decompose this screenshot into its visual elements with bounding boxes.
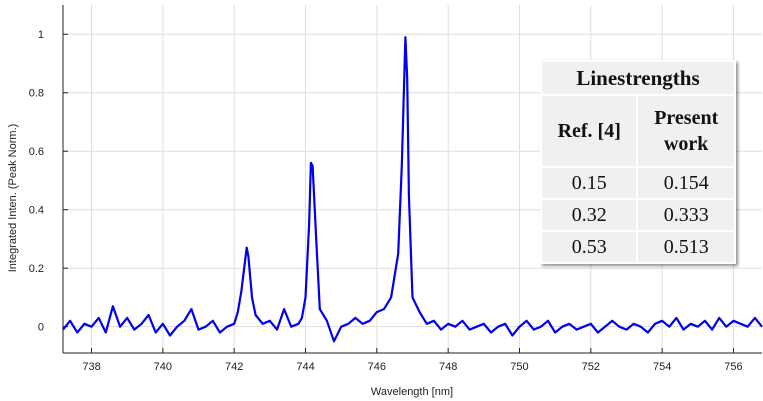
x-axis-label: Wavelength [nm] <box>371 386 453 398</box>
x-tick-label: 748 <box>439 361 457 373</box>
x-tick-label: 744 <box>296 361 314 373</box>
series-line <box>62 36 763 343</box>
y-tick-label: 1 <box>38 29 44 41</box>
y-tick-label: 0.4 <box>29 205 44 217</box>
table-cell: 0.32 <box>542 200 637 230</box>
table-header-present: Present work <box>638 96 734 166</box>
table-header-ref: Ref. [4] <box>542 96 637 166</box>
x-tick-label: 738 <box>82 361 100 373</box>
table-row: 0.53 0.513 <box>542 232 734 262</box>
table-cell: 0.15 <box>542 168 637 198</box>
y-tick-label: 0.2 <box>29 263 44 275</box>
table-header-present-line2: work <box>663 133 709 155</box>
table-cell: 0.154 <box>638 168 734 198</box>
x-tick-label: 750 <box>510 361 528 373</box>
table-cell: 0.513 <box>638 232 734 262</box>
table-row: 0.15 0.154 <box>542 168 734 198</box>
linestrengths-grid: Linestrengths Ref. [4] Present work 0.15… <box>540 60 736 264</box>
linestrengths-table: Linestrengths Ref. [4] Present work 0.15… <box>540 60 736 264</box>
y-tick-label: 0 <box>38 322 44 334</box>
x-tick-label: 752 <box>582 361 600 373</box>
table-row: 0.32 0.333 <box>542 200 734 230</box>
x-tick-label: 754 <box>653 361 671 373</box>
table-cell: 0.53 <box>542 232 637 262</box>
y-tick-label: 0.6 <box>29 146 44 158</box>
table-header-present-line1: Present <box>654 107 719 129</box>
y-tick-label: 0.8 <box>29 88 44 100</box>
x-tick-label: 746 <box>368 361 386 373</box>
series-lines <box>62 36 763 343</box>
tick-labels: 738 740 742 744 746 748 750 752 754 756 0 0.2 0.4 0.6… <box>29 29 743 373</box>
axes <box>62 5 762 354</box>
table-cell: 0.333 <box>638 200 734 230</box>
x-tick-label: 742 <box>225 361 243 373</box>
table-title: Linestrengths <box>542 62 734 94</box>
y-axis-label: Integrated Inten. (Peak Norm.) <box>7 124 19 273</box>
x-tick-label: 740 <box>154 361 172 373</box>
x-tick-label: 756 <box>724 361 742 373</box>
